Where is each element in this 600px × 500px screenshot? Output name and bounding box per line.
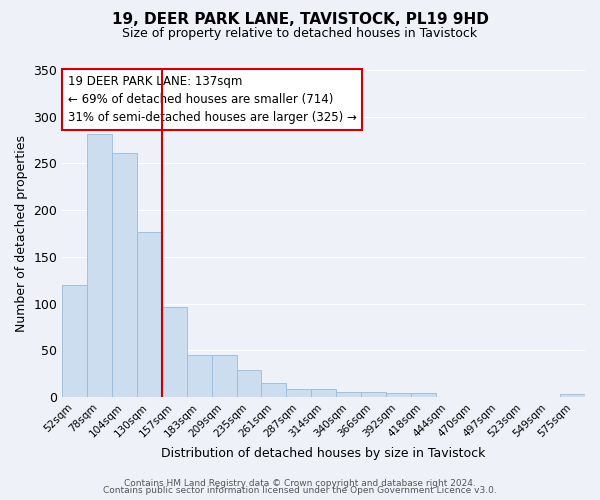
Y-axis label: Number of detached properties: Number of detached properties	[15, 135, 28, 332]
Bar	[162, 308, 187, 397]
X-axis label: Distribution of detached houses by size in Tavistock: Distribution of detached houses by size …	[161, 447, 486, 460]
Bar	[62, 285, 87, 397]
Bar	[212, 355, 236, 397]
Bar	[236, 370, 262, 397]
Bar	[336, 392, 361, 397]
Bar	[87, 134, 112, 397]
Bar	[560, 394, 585, 397]
Bar	[137, 232, 162, 397]
Text: 19 DEER PARK LANE: 137sqm
← 69% of detached houses are smaller (714)
31% of semi: 19 DEER PARK LANE: 137sqm ← 69% of detac…	[68, 75, 356, 124]
Bar	[262, 383, 286, 397]
Text: Size of property relative to detached houses in Tavistock: Size of property relative to detached ho…	[122, 28, 478, 40]
Text: 19, DEER PARK LANE, TAVISTOCK, PL19 9HD: 19, DEER PARK LANE, TAVISTOCK, PL19 9HD	[112, 12, 488, 28]
Bar	[411, 393, 436, 397]
Bar	[361, 392, 386, 397]
Bar	[187, 355, 212, 397]
Bar	[286, 390, 311, 397]
Text: Contains public sector information licensed under the Open Government Licence v3: Contains public sector information licen…	[103, 486, 497, 495]
Bar	[112, 153, 137, 397]
Bar	[386, 393, 411, 397]
Bar	[311, 388, 336, 397]
Text: Contains HM Land Registry data © Crown copyright and database right 2024.: Contains HM Land Registry data © Crown c…	[124, 478, 476, 488]
